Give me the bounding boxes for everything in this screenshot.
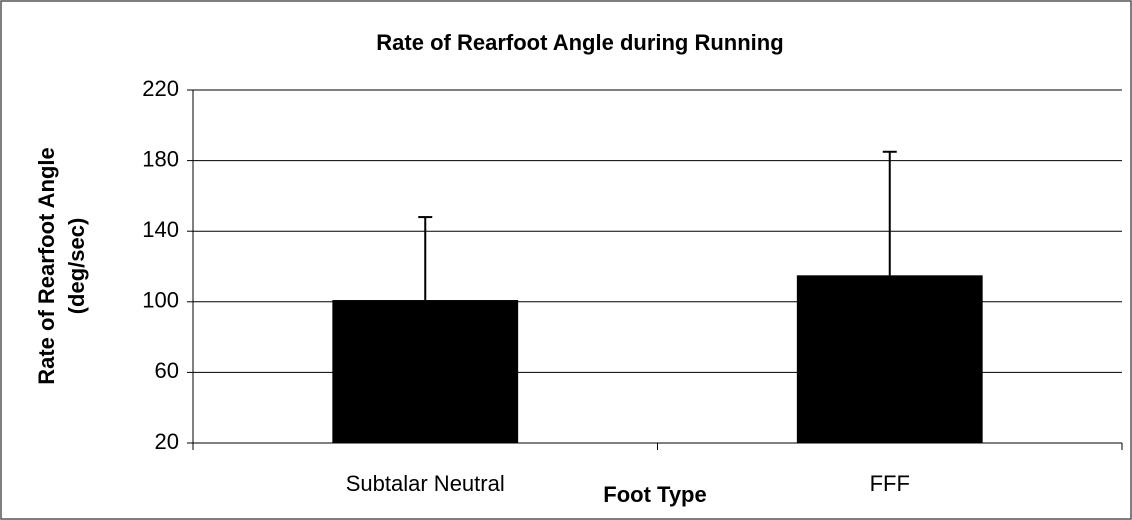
y-axis-label-line: Rate of Rearfoot Angle bbox=[34, 147, 59, 385]
y-tick-label: 100 bbox=[142, 288, 179, 313]
y-tick-label: 140 bbox=[142, 217, 179, 242]
y-tick-label: 220 bbox=[142, 76, 179, 101]
bar bbox=[796, 275, 983, 443]
y-tick-label: 60 bbox=[155, 358, 179, 383]
y-axis-label-line: (deg/sec) bbox=[64, 218, 89, 315]
y-tick-label: 20 bbox=[155, 429, 179, 454]
y-axis-label: Rate of Rearfoot Angle (deg/sec) bbox=[34, 147, 89, 385]
bar bbox=[332, 300, 519, 443]
x-tick-label: Subtalar Neutral bbox=[346, 471, 505, 496]
x-tick-label: FFF bbox=[870, 471, 910, 496]
chart-title: Rate of Rearfoot Angle during Running bbox=[376, 30, 783, 55]
x-axis-label: Foot Type bbox=[603, 482, 706, 507]
y-tick-label: 180 bbox=[142, 146, 179, 171]
